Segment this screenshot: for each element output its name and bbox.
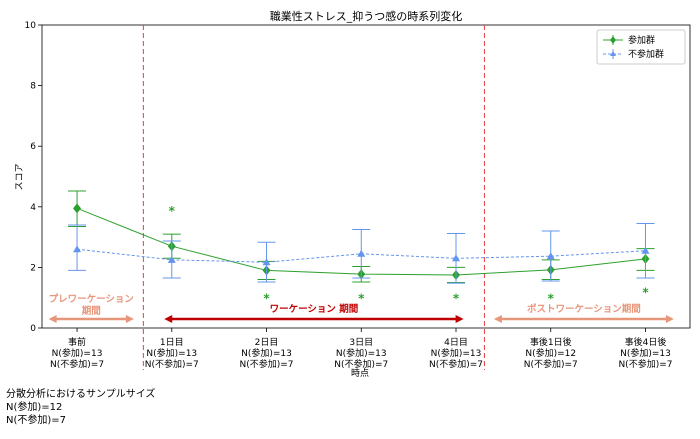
phase-label: 期間 (82, 305, 101, 317)
y-tick-label: 10 (25, 21, 37, 31)
significance-marker: * (169, 204, 176, 218)
y-axis-label: スコア (15, 163, 25, 190)
data-point (262, 258, 271, 266)
legend-label: 不参加群 (628, 48, 664, 60)
y-tick-label: 4 (30, 203, 36, 213)
significance-marker: * (548, 292, 555, 306)
x-tick-label: 1日目 (160, 337, 184, 348)
x-tick-n-participants: N(参加)=13 (431, 347, 482, 359)
x-tick-n-nonparticipants: N(不参加)=7 (618, 358, 672, 370)
data-point (357, 249, 366, 257)
x-axis: 事前N(参加)=13N(不参加)=71日目N(参加)=13N(不参加)=72日目… (50, 328, 672, 370)
x-tick-label: 3日目 (349, 337, 373, 348)
chart-title: 職業性ストレス_抑うつ感の時系列変化 (270, 9, 463, 23)
x-tick-n-nonparticipants: N(不参加)=7 (240, 358, 294, 370)
x-tick-n-participants: N(参加)=13 (146, 347, 197, 359)
x-tick-label: 事後4日後 (625, 336, 667, 348)
phase-arrow-head-right (125, 315, 134, 323)
phase-arrow-head-left (493, 315, 502, 323)
x-tick-label: 2日目 (255, 337, 279, 348)
phase-arrow-head-right (455, 315, 464, 323)
x-tick-n-participants: N(参加)=13 (52, 347, 103, 359)
x-tick-n-nonparticipants: N(不参加)=7 (429, 358, 483, 370)
x-tick-n-nonparticipants: N(不参加)=7 (50, 358, 104, 370)
legend-swatch-marker (610, 51, 616, 56)
data-point (546, 252, 555, 260)
phase-arrow-head-left (164, 315, 173, 323)
footnote-title: 分散分析におけるサンプルサイズ (6, 389, 156, 400)
legend-swatch-marker (610, 36, 616, 44)
y-tick-label: 0 (30, 324, 36, 334)
x-tick-n-nonparticipants: N(不参加)=7 (524, 358, 578, 370)
series-2 (68, 222, 655, 284)
x-tick-n-participants: N(参加)=12 (525, 347, 576, 359)
data-point (73, 245, 82, 253)
y-tick-label: 6 (30, 142, 36, 152)
data-point (452, 254, 460, 262)
phase-label: ポストワーケーション期間 (527, 303, 641, 315)
phase-label: ワーケーション 期間 (270, 303, 359, 315)
x-tick-n-nonparticipants: N(不参加)=7 (334, 358, 388, 370)
x-tick-n-participants: N(参加)=13 (620, 347, 671, 359)
x-tick-label: 4日目 (444, 337, 468, 348)
phase-annotation: ポストワーケーション期間 (493, 303, 674, 323)
phase-annotation: ワーケーション 期間 (164, 303, 464, 323)
legend-label: 参加群 (628, 34, 655, 46)
x-tick-label: 事後1日後 (530, 336, 572, 348)
x-tick-label: 事前 (68, 336, 86, 348)
y-tick-label: 8 (30, 82, 36, 92)
phase-label: プレワーケーション (49, 293, 134, 305)
x-tick-n-participants: N(参加)=13 (336, 347, 387, 359)
x-tick-n-nonparticipants: N(不参加)=7 (145, 358, 199, 370)
footnote-n-nonparticipants: N(不参加)=7 (6, 415, 67, 426)
footnote-n-participants: N(参加)=12 (6, 402, 63, 413)
significance-marker: * (642, 286, 649, 300)
x-axis-label: 時点 (351, 368, 369, 379)
y-tick-label: 2 (30, 263, 36, 273)
x-tick-n-participants: N(参加)=13 (241, 347, 292, 359)
significance-marker: * (453, 292, 460, 306)
plot-frame (41, 24, 691, 329)
significance-marker: * (358, 292, 365, 306)
legend-box (596, 29, 686, 65)
phase-arrow-head-left (48, 315, 57, 323)
data-point (641, 246, 650, 254)
y-axis: 0 2 4 6 8 10 (25, 21, 42, 334)
data-point (73, 203, 82, 214)
phase-arrow-head-right (665, 315, 674, 323)
data-point (167, 255, 176, 263)
significance-marker: * (263, 292, 270, 306)
